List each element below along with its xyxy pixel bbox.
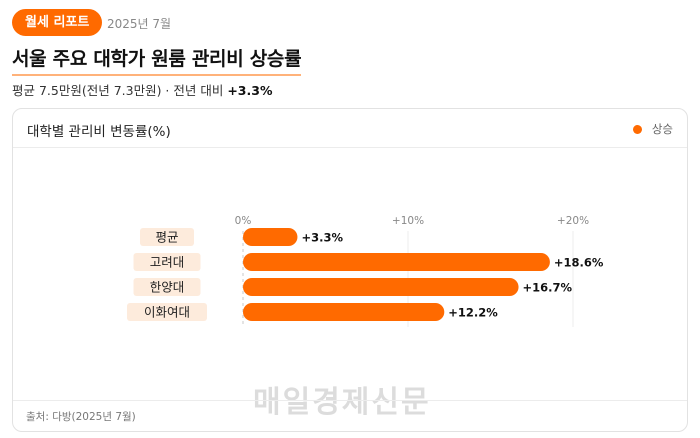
chart-legend: 상승 (632, 121, 673, 137)
category-label-bg (127, 303, 207, 321)
watermark: 매일경제신문 (253, 385, 431, 420)
chart-card-header: 대학별 관리비 변동률(%) 상승 (13, 109, 687, 148)
data-label: +3.3% (301, 231, 343, 245)
page-title: 서울 주요 대학가 원룸 관리비 상승률 (12, 44, 302, 76)
summary-change: +3.3% (227, 83, 273, 98)
source-note: 출처: 다방(2025년 7월) (26, 411, 136, 423)
data-label: +18.6% (554, 256, 604, 270)
chart-card-footer: 출처: 다방(2025년 7월) (13, 400, 687, 431)
data-label: +16.7% (523, 281, 573, 295)
bar (243, 278, 519, 296)
category-label: 이화여대 (144, 305, 190, 320)
category-label: 고려대 (150, 255, 185, 270)
summary-line: 평균 7.5만원(전년 7.3만원) · 전년 대비 +3.3% (12, 80, 272, 99)
bar (243, 303, 445, 321)
category-label: 평균 (155, 230, 178, 245)
report-badge: 월세 리포트 (12, 9, 103, 36)
category-label-bg (133, 278, 201, 296)
legend-dot-icon (632, 124, 642, 134)
category-label-bg (140, 228, 194, 246)
data-label: +12.2% (448, 306, 498, 320)
summary-text: 평균 7.5만원(전년 7.3만원) · 전년 대비 (12, 83, 228, 98)
x-tick-label: +20% (557, 215, 589, 227)
category-label-bg (133, 253, 201, 271)
chart-title: 대학별 관리비 변동률(%) (27, 124, 171, 140)
bar (243, 253, 550, 271)
chart-card: 대학별 관리비 변동률(%) 상승 0% +10% +20% 평균 +3.3% 고려대 +1… (12, 108, 688, 432)
bar-chart: 0% +10% +20% 평균 +3.3% 고려대 +18.6% 한양대 +16.7% 이화여대 +… (127, 215, 604, 327)
category-label: 한양대 (150, 280, 185, 295)
report-date: 2025년 7월 (107, 17, 172, 31)
legend-label: 상승 (651, 122, 673, 136)
bar (243, 228, 298, 246)
x-tick-label: +10% (392, 215, 424, 227)
x-tick-label: 0% (235, 215, 252, 227)
